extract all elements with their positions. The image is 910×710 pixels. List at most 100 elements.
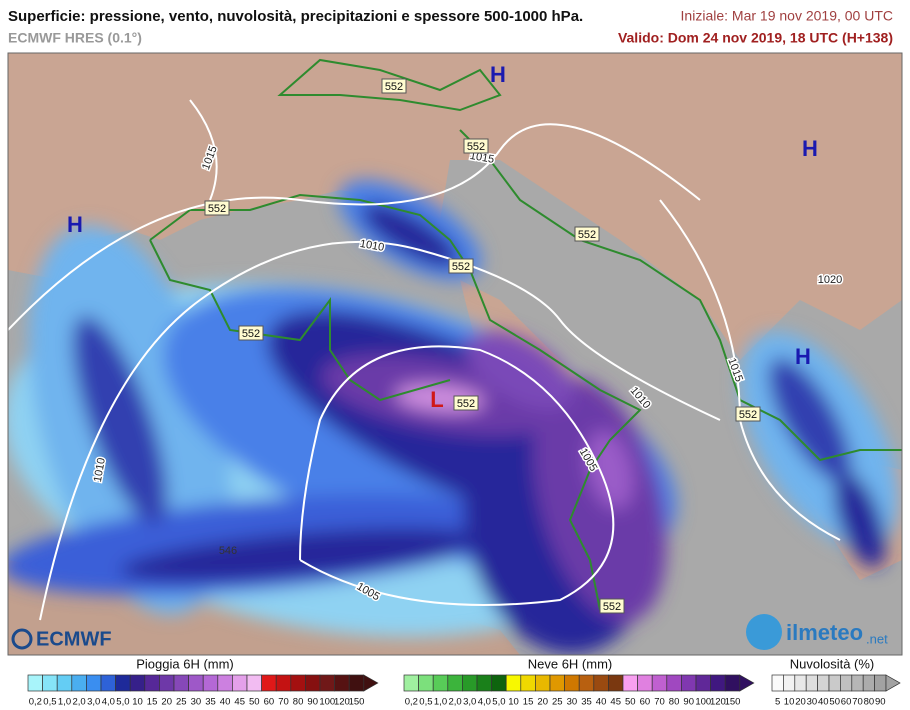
isobar [39,240,721,621]
legend-swatch [319,674,335,692]
legend-swatch [129,674,146,692]
legend-swatch [724,674,741,692]
precip-area [768,358,852,482]
thickness-label: 552 [385,81,403,93]
legend-label: 40 [596,697,607,708]
legend-label: 70 [852,697,863,708]
legend-swatch [418,674,434,692]
legend-arrow [363,674,379,692]
legend-arrow [739,674,755,692]
legend-title: Nuvolosità (%) [790,656,875,671]
legend-label: 1,0 [58,697,71,708]
legend-label: 45 [234,697,245,708]
land-north [8,53,902,360]
coast-italy [149,193,642,611]
thickness-label-box [463,138,489,154]
legend-label: 20 [795,697,806,708]
legend-label: 35 [581,697,592,708]
legend-swatch [520,674,536,692]
legend-label: 60 [264,697,275,708]
legend-label: 100 [695,697,711,708]
legend-label: 30 [191,697,202,708]
legend-swatch [710,674,726,692]
legend-label: 30 [807,697,818,708]
pressure-center: H [67,212,83,237]
isobar-label: 1010 [359,238,385,254]
pressure-center: H [795,344,811,369]
model-name: ECMWF HRES (0.1°) [8,30,142,46]
legend-swatch [637,674,653,692]
legend-swatch [862,674,875,692]
legend-swatch [593,674,609,692]
legend-swatch [828,674,841,692]
legend-label: 90 [683,697,694,708]
legend-label: 90 [307,697,318,708]
thickness-label-box [204,200,230,216]
legend-swatch [290,674,306,692]
ilmeteo-logo: ilmeteo .net [746,614,888,650]
legend-label: 50 [625,697,636,708]
map-title: Superficie: pressione, vento, nuvolosità… [8,8,583,25]
legend-swatch [261,674,277,692]
thickness-label: 552 [457,398,475,410]
legend-label: 15 [523,697,534,708]
legend-label: 100 [319,697,335,708]
pressure-center: H [490,62,506,87]
legend-label: 80 [293,697,304,708]
precip-area [533,378,667,622]
legend-label: 25 [176,697,187,708]
legend-swatch [71,674,87,692]
legend-swatch [651,674,668,692]
legend-label: 60 [841,697,852,708]
run-time: Iniziale: Mar 19 nov 2019, 00 UTC [681,8,893,24]
legend-swatch [681,674,697,692]
isobar-label: 1020 [818,274,842,286]
legend-swatch [86,674,102,692]
legend-swatch [275,674,292,692]
legend-swatch [491,674,507,692]
legend-label: 150 [725,697,741,708]
legend-label: 120 [334,697,350,708]
pressure-center: H [802,136,818,161]
legend-label: 0,2 [29,697,42,708]
legend-label: 5,0 [492,697,505,708]
logo-tld: .net [866,631,888,646]
legend-swatch [564,674,580,692]
legend-swatch [794,674,807,692]
coast-west [149,239,451,402]
map-frame [7,52,903,656]
legend-label: 10 [132,697,143,708]
legend-label: 15 [147,697,158,708]
legend-swatch [42,674,58,692]
legend-swatch [217,674,233,692]
legend-arrow [885,674,901,692]
legend-label: 70 [278,697,289,708]
legend-swatch [817,674,830,692]
thickness-label-box [574,226,600,242]
legend-swatch [115,674,131,692]
logo-mark [746,614,782,650]
legend-swatch [476,674,492,692]
legend-label: 0,2 [405,697,418,708]
legend-label: 3,0 [463,697,476,708]
legend-swatch [578,674,595,692]
legend-swatch [771,674,784,692]
legend-swatch [432,674,449,692]
legend-label: 0,5 [43,697,56,708]
legend-label: 45 [610,697,621,708]
thickness-label: 552 [739,409,757,421]
thickness-label: 552 [603,601,621,613]
legend-swatch [851,674,864,692]
pressure-center: L [430,387,443,412]
legend-label: 80 [669,697,680,708]
legend-label: 3,0 [87,697,100,708]
legend-swatch [505,674,522,692]
legend-swatch [535,674,551,692]
precip-area [72,316,168,524]
thickness-label: 552 [452,261,470,273]
valid-time: Valido: Dom 24 nov 2019, 18 UTC (H+138) [618,30,893,46]
isobar [299,345,615,606]
legend-swatch [783,674,796,692]
